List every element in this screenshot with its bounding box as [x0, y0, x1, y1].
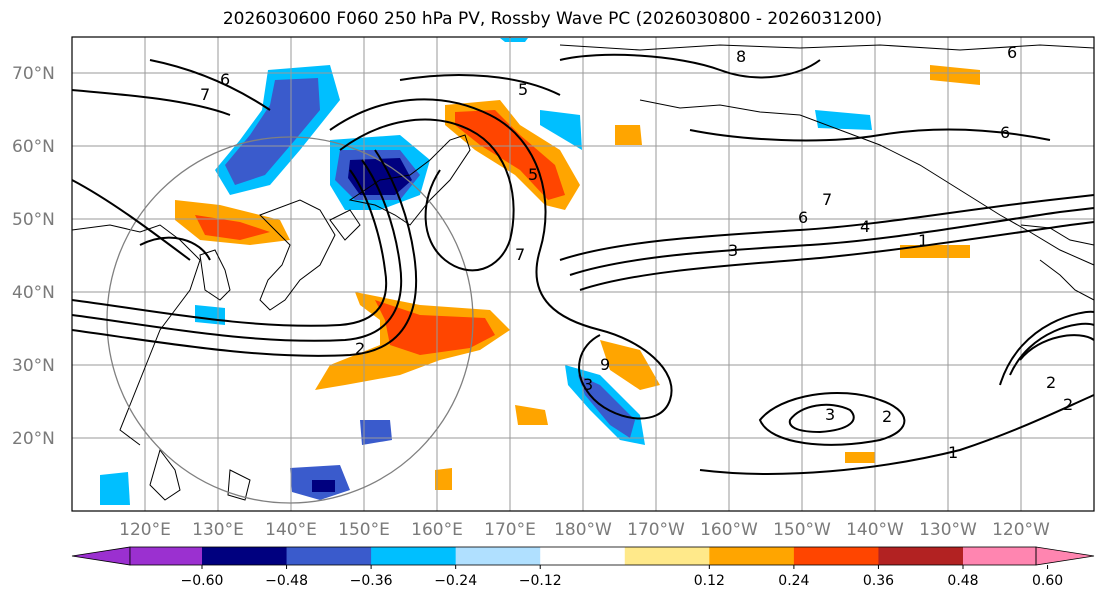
contour-label-group: 6 7 5 8 6 3 5 7 7 6 4 1 3 2 2 9 3 2 1 2 …	[200, 43, 1073, 462]
map-panel: 6 7 5 8 6 3 5 7 7 6 4 1 3 2 2 9 3 2 1 2 …	[71, 36, 1095, 512]
lon-label: 150°W	[773, 520, 831, 540]
negative-anomaly-region	[578, 375, 635, 438]
contour-label: 2	[1046, 373, 1056, 392]
colorbar-tick-label: −0.48	[265, 573, 308, 589]
colorbar-segment	[455, 547, 541, 565]
lat-label: 20°N	[12, 429, 55, 449]
contour-label: 1	[918, 231, 928, 250]
colorbar-segment	[371, 547, 457, 565]
colorbar-tick-label: 0.24	[778, 573, 809, 589]
latitude-axis: 70°N 60°N 50°N 40°N 30°N 20°N	[12, 64, 55, 449]
colorbar-segment	[963, 547, 1036, 565]
negative-anomaly-region	[815, 110, 872, 130]
contour-label: 6	[798, 208, 808, 227]
contour-label: 5	[518, 80, 528, 99]
colorbar-segment	[624, 547, 710, 565]
lat-label: 60°N	[12, 137, 55, 157]
positive-anomaly-region	[900, 245, 970, 258]
pv-contours	[71, 53, 1095, 475]
contour-label: 5	[528, 165, 538, 184]
contour-label: 7	[822, 190, 832, 209]
colorbar-segment	[202, 547, 288, 565]
lon-label: 170°E	[484, 520, 536, 540]
colorbar-tick-label: −0.36	[350, 573, 393, 589]
positive-anomaly-region	[375, 300, 495, 355]
negative-anomaly-region	[195, 305, 225, 325]
colorbar-extend-left	[71, 546, 131, 566]
lon-label: 120°W	[992, 520, 1050, 540]
lon-label: 160°W	[700, 520, 758, 540]
lon-label: 170°W	[627, 520, 685, 540]
contour-label: 9	[600, 355, 610, 374]
map-frame	[71, 36, 1095, 512]
negative-anomaly-region	[225, 78, 320, 185]
colorbar-outline	[129, 546, 1037, 566]
contour-label: 6	[1000, 123, 1010, 142]
map-title: 2026030600 F060 250 hPa PV, Rossby Wave …	[222, 9, 883, 29]
lon-label: 120°E	[119, 520, 171, 540]
contour-label: 4	[860, 217, 870, 236]
lat-label: 50°N	[12, 210, 55, 230]
positive-anomaly-region	[845, 452, 875, 463]
colorbar-segment	[286, 547, 372, 565]
contour-label: 8	[736, 47, 746, 66]
contour-label: 3	[728, 241, 738, 260]
contour-label: 6	[1007, 43, 1017, 62]
colorbar: −0.60 −0.48 −0.36 −0.24 −0.12 0.12 0.24 0.36 0.4…	[71, 546, 1095, 589]
lon-label: 140°W	[846, 520, 904, 540]
contour-label: 7	[200, 85, 210, 104]
coastlines	[71, 44, 1095, 501]
lon-label: 180°W	[554, 520, 612, 540]
lon-label: 160°E	[411, 520, 463, 540]
contour-label: 3	[825, 405, 835, 424]
lon-label: 150°E	[338, 520, 390, 540]
lat-label: 30°N	[12, 356, 55, 376]
gridlines	[72, 37, 1094, 511]
contour-label: 1	[948, 443, 958, 462]
contour-label: 7	[515, 245, 525, 264]
colorbar-segment	[709, 547, 795, 565]
lat-label: 40°N	[12, 283, 55, 303]
positive-anomaly-region	[195, 215, 270, 240]
positive-anomaly-region	[615, 125, 642, 145]
colorbar-tick-label: 0.48	[947, 573, 978, 589]
colorbar-segment	[540, 547, 626, 565]
colorbar-tick-label: −0.24	[434, 573, 477, 589]
colorbar-segment	[130, 547, 202, 565]
contour-label: 2	[1063, 395, 1073, 414]
negative-anomaly-region	[500, 38, 528, 42]
lon-label: 140°E	[265, 520, 317, 540]
colorbar-segment	[878, 547, 964, 565]
positive-anomaly-region	[515, 405, 548, 425]
colorbar-tick-label: −0.12	[519, 573, 562, 589]
contour-label: 3	[583, 375, 593, 394]
lon-label: 130°E	[192, 520, 244, 540]
colorbar-tick-label: 0.60	[1032, 573, 1063, 589]
contour-label: 6	[220, 70, 230, 89]
colorbar-extend-right	[1035, 546, 1095, 566]
negative-anomaly-region	[312, 480, 335, 492]
lon-label: 130°W	[919, 520, 977, 540]
colorbar-segment	[793, 547, 879, 565]
longitude-axis: 120°E 130°E 140°E 150°E 160°E 170°E 180°…	[119, 520, 1050, 540]
positive-anomaly-region	[930, 65, 980, 85]
contour-label: 2	[355, 339, 365, 358]
colorbar-tick-label: 0.12	[694, 573, 725, 589]
negative-anomaly-region	[540, 110, 582, 150]
colorbar-tick-label: 0.36	[863, 573, 894, 589]
lat-label: 70°N	[12, 64, 55, 84]
positive-anomaly-region	[435, 468, 452, 490]
contour-label: 2	[882, 407, 892, 426]
colorbar-tick-label: −0.60	[181, 573, 224, 589]
negative-anomaly-region	[100, 472, 130, 505]
negative-anomaly-region	[360, 420, 392, 445]
